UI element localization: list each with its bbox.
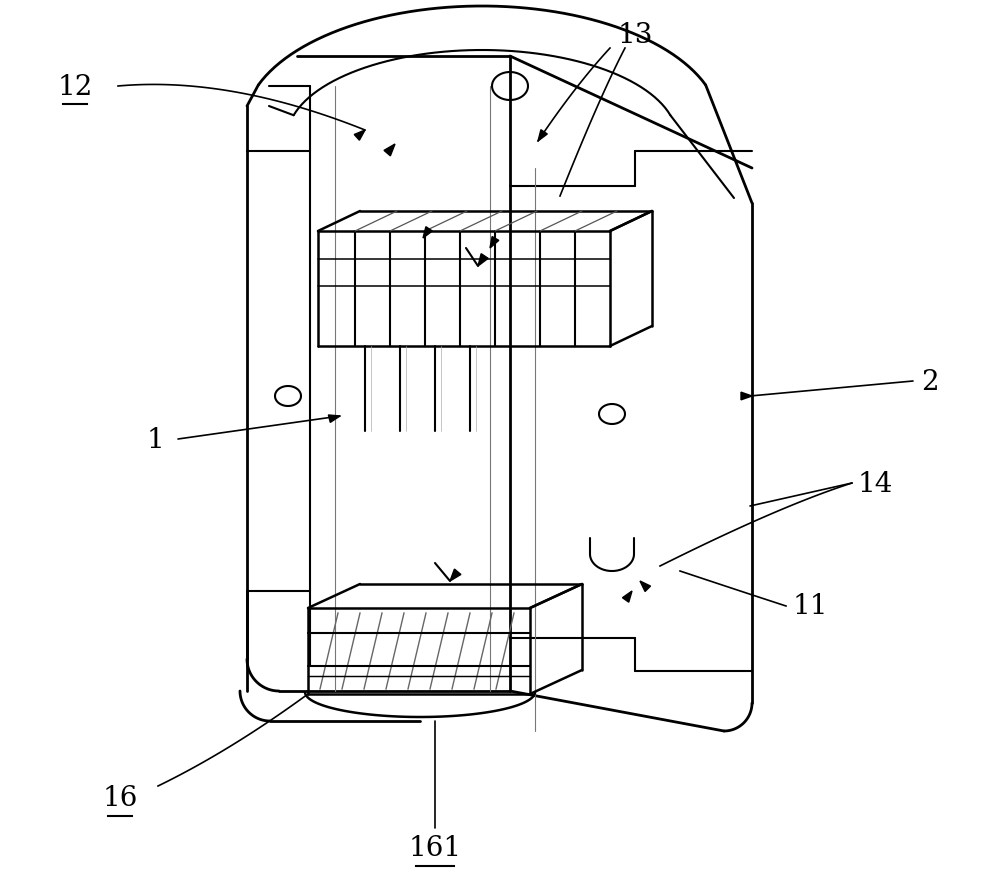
Polygon shape <box>622 591 632 602</box>
Text: 2: 2 <box>921 368 939 395</box>
Text: 1: 1 <box>146 426 164 453</box>
Polygon shape <box>538 130 547 142</box>
Polygon shape <box>490 237 499 249</box>
Polygon shape <box>423 228 432 238</box>
Text: 12: 12 <box>57 74 93 100</box>
Polygon shape <box>640 581 651 592</box>
Text: 161: 161 <box>408 835 462 861</box>
Text: 13: 13 <box>617 21 653 49</box>
Text: 14: 14 <box>857 470 893 497</box>
Polygon shape <box>328 416 340 423</box>
Polygon shape <box>478 254 488 267</box>
Text: 11: 11 <box>792 593 828 620</box>
Polygon shape <box>741 392 752 400</box>
Polygon shape <box>450 570 461 581</box>
Text: 16: 16 <box>102 785 138 812</box>
Polygon shape <box>384 144 395 157</box>
Polygon shape <box>354 131 365 141</box>
